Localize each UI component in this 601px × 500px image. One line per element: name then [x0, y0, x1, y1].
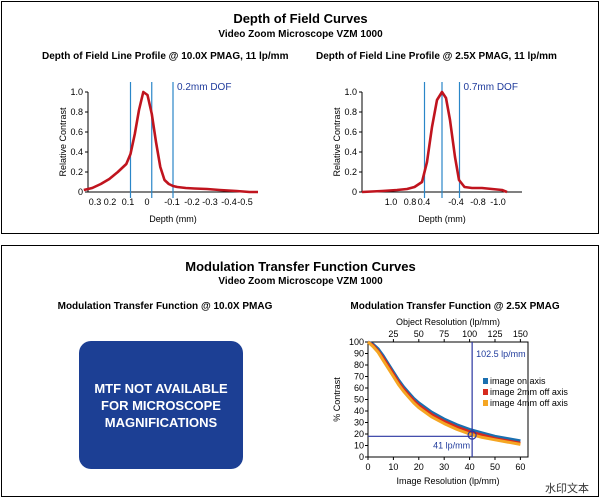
- x2-tick-label: 125: [487, 329, 502, 339]
- dof-curve: [83, 90, 258, 194]
- x2-tick-label: 100: [462, 329, 477, 339]
- x-axis-label: Depth (mm): [418, 214, 466, 224]
- x-tick-label: 20: [414, 462, 424, 472]
- y-tick-label: 60: [354, 383, 364, 393]
- mtf-unavailable-text: MTF NOT AVAILABLE FOR MICROSCOPE MAGNIFI…: [94, 380, 228, 430]
- y-tick-label: 0: [359, 452, 364, 462]
- x-tick-label: 40: [465, 462, 475, 472]
- dof-annotation: 0.7mm DOF: [464, 82, 518, 93]
- x2-tick-label: 50: [414, 329, 424, 339]
- x2-axis-label: Object Resolution (lp/mm): [396, 317, 500, 327]
- legend-swatch: [483, 400, 488, 406]
- legend-entry: image 4mm off axis: [490, 398, 568, 408]
- x-tick-label: -1.0: [490, 197, 506, 207]
- x-tick-label: 30: [439, 462, 449, 472]
- x-tick-label: -0.1: [164, 197, 180, 207]
- x-axis-label: Image Resolution (lp/mm): [396, 476, 499, 486]
- legend-entry: image on axis: [490, 376, 546, 386]
- y-tick-label: 80: [354, 360, 364, 370]
- dof-curve: [361, 90, 508, 194]
- x-tick-label: -0.8: [470, 197, 486, 207]
- x-tick-label: 0: [365, 462, 370, 472]
- y-tick-label: 0.4: [70, 147, 83, 157]
- y-tick-label: 0.2: [344, 167, 357, 177]
- y-tick-label: 0: [352, 187, 357, 197]
- y-tick-label: 30: [354, 418, 364, 428]
- y-axis-label: Relative Contrast: [332, 107, 342, 177]
- x-tick-label: 10: [388, 462, 398, 472]
- legend-swatch: [483, 378, 488, 384]
- x-tick-label: -0.3: [202, 197, 218, 207]
- mtf-panel-title: Modulation Transfer Function Curves: [185, 259, 416, 274]
- x2-tick-label: 75: [439, 329, 449, 339]
- legend-entry: image 2mm off axis: [490, 387, 568, 397]
- x-tick-label: 50: [490, 462, 500, 472]
- mtf-series-line: [366, 340, 521, 446]
- y-tick-label: 0.6: [70, 127, 83, 137]
- x-tick-label: 60: [515, 462, 525, 472]
- y-tick-label: 0.2: [70, 167, 83, 177]
- y-tick-label: 10: [354, 441, 364, 451]
- x2-tick-label: 150: [513, 329, 528, 339]
- dof-panel-subtitle: Video Zoom Microscope VZM 1000: [218, 29, 383, 40]
- y-tick-label: 20: [354, 429, 364, 439]
- y-tick-label: 0.4: [344, 147, 357, 157]
- x-tick-label: 0.1: [122, 197, 135, 207]
- y-tick-label: 0.6: [344, 127, 357, 137]
- dof-annotation: 0.2mm DOF: [177, 82, 231, 93]
- x-tick-label: 1.0: [385, 197, 398, 207]
- watermark: 水印文本: [545, 482, 589, 495]
- y-tick-label: 50: [354, 395, 364, 405]
- mtf-chart-10x-title: Modulation Transfer Function @ 10.0X PMA…: [57, 301, 273, 312]
- y-tick-label: 0: [78, 187, 83, 197]
- y-tick-label: 1.0: [344, 87, 357, 97]
- legend-swatch: [483, 389, 488, 395]
- y-tick-label: 40: [354, 406, 364, 416]
- y-tick-label: 0.8: [70, 107, 83, 117]
- dof-chart-1-title: Depth of Field Line Profile @ 10.0X PMAG…: [42, 51, 289, 62]
- dof-panel-title: Depth of Field Curves: [233, 11, 368, 26]
- x-tick-label: -0.4: [221, 197, 237, 207]
- x-tick-label: 0.8: [404, 197, 417, 207]
- y-axis-label: % Contrast: [332, 377, 342, 422]
- dof-chart-2-title: Depth of Field Line Profile @ 2.5X PMAG,…: [316, 51, 557, 62]
- x-tick-label: 0.2: [104, 197, 117, 207]
- y-tick-label: 70: [354, 372, 364, 382]
- x-tick-label: -0.4: [448, 197, 464, 207]
- y-axis-label: Relative Contrast: [58, 107, 68, 177]
- bottom-annotation: 41 lp/mm: [433, 440, 470, 450]
- mtf-chart-title: Modulation Transfer Function @ 2.5X PMAG: [350, 301, 560, 312]
- x-tick-label: -0.2: [184, 197, 200, 207]
- reference-marker: [467, 430, 477, 440]
- mtf-unavailable-box: MTF NOT AVAILABLE FOR MICROSCOPE MAGNIFI…: [79, 341, 243, 469]
- x-tick-label: 0.4: [418, 197, 431, 207]
- y-tick-label: 100: [349, 337, 364, 347]
- mtf-panel-subtitle: Video Zoom Microscope VZM 1000: [218, 276, 383, 287]
- x-tick-label: -0.5: [237, 197, 253, 207]
- dof-panel: [1, 1, 599, 234]
- y-tick-label: 0.8: [344, 107, 357, 117]
- y-tick-label: 1.0: [70, 87, 83, 97]
- top-annotation: 102.5 lp/mm: [476, 349, 526, 359]
- x-tick-label: 0.3: [89, 197, 102, 207]
- x2-tick-label: 25: [388, 329, 398, 339]
- x-axis-label: Depth (mm): [149, 214, 197, 224]
- x-tick-label: 0: [144, 197, 149, 207]
- y-tick-label: 90: [354, 349, 364, 359]
